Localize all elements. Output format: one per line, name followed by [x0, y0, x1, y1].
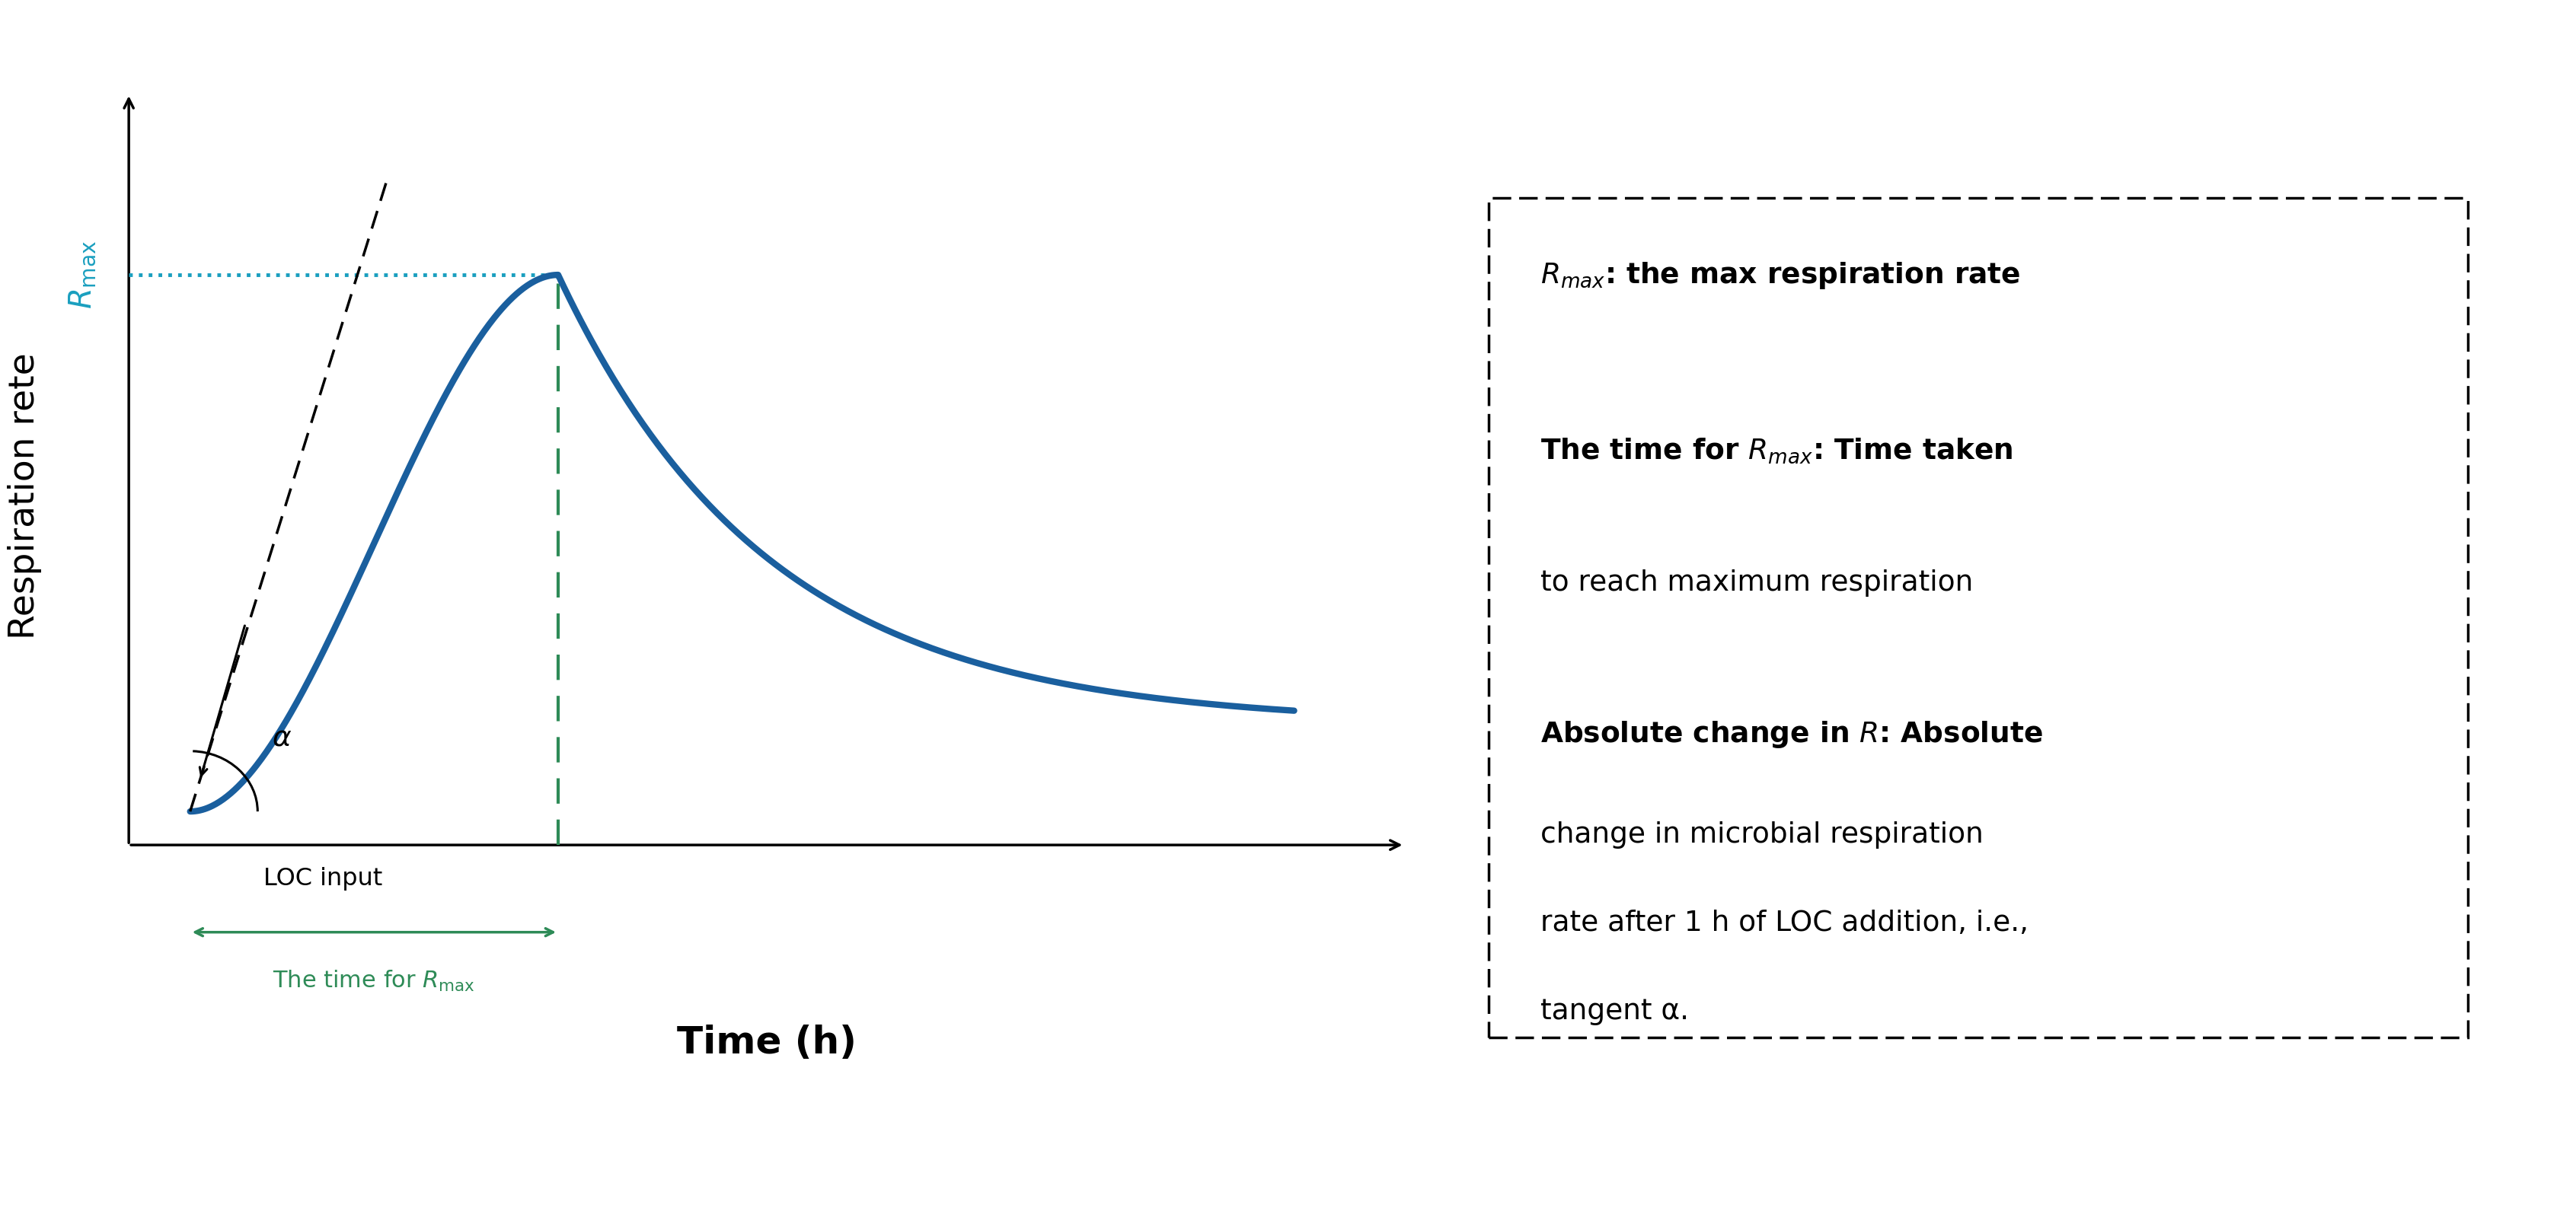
- Text: Absolute change in $\mathit{R}$: Absolute: Absolute change in $\mathit{R}$: Absolut…: [1540, 719, 2043, 750]
- Text: LOC input: LOC input: [263, 866, 384, 891]
- Text: $\mathit{R}_{\mathit{max}}$: the max respiration rate: $\mathit{R}_{\mathit{max}}$: the max res…: [1540, 260, 2020, 291]
- Text: Time (h): Time (h): [677, 1025, 855, 1061]
- Text: $\alpha$: $\alpha$: [273, 724, 291, 751]
- Text: Respiration rete: Respiration rete: [8, 353, 41, 639]
- Text: rate after 1 h of LOC addition, i.e.,: rate after 1 h of LOC addition, i.e.,: [1540, 909, 2027, 937]
- FancyBboxPatch shape: [1489, 199, 2468, 1038]
- Text: change in microbial respiration: change in microbial respiration: [1540, 821, 1984, 849]
- Text: The time for $\mathit{R}_{\mathit{max}}$: Time taken: The time for $\mathit{R}_{\mathit{max}}$…: [1540, 437, 2012, 465]
- Text: to reach maximum respiration: to reach maximum respiration: [1540, 569, 1973, 596]
- Text: tangent α.: tangent α.: [1540, 998, 1690, 1026]
- Text: $R_{\rm max}$: $R_{\rm max}$: [67, 240, 98, 309]
- Text: The time for $R_{\rm max}$: The time for $R_{\rm max}$: [273, 969, 477, 994]
